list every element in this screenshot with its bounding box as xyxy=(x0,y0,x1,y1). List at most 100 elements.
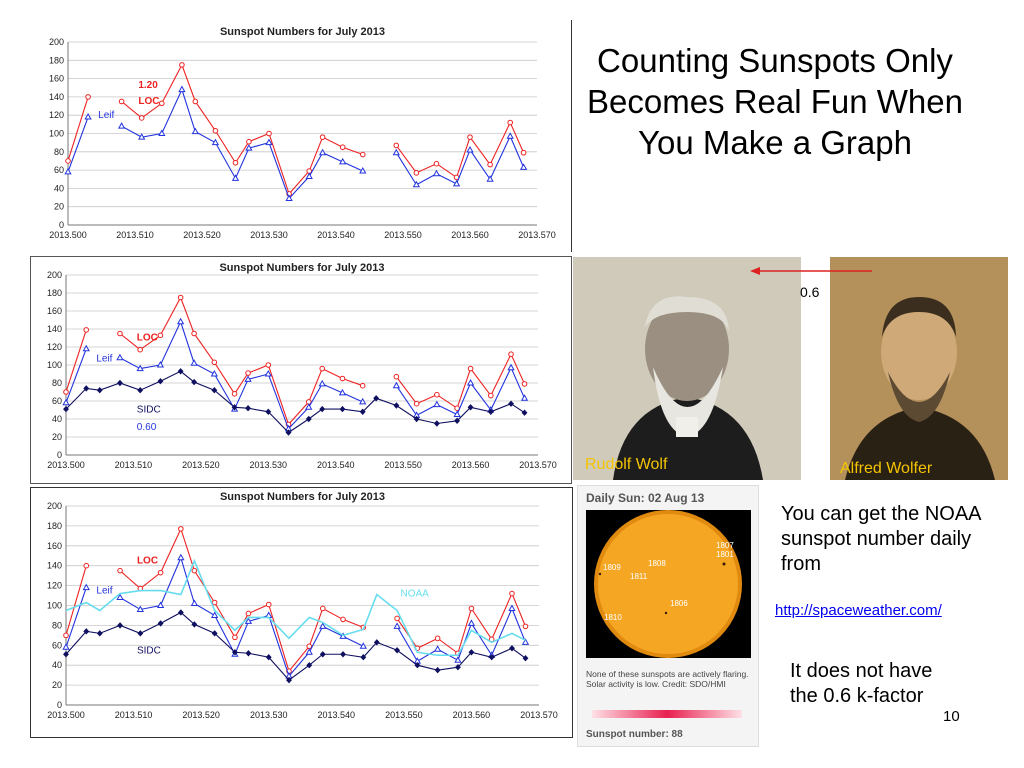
data-point-leif xyxy=(176,317,185,325)
chart-loc-leif-sidc-noaa: Sunspot Numbers for July 2013 0 20 40 60 80 10… xyxy=(30,487,573,738)
data-point-leif xyxy=(178,85,186,93)
series-line-loc xyxy=(67,96,89,162)
data-point-loc xyxy=(211,359,218,366)
data-point-sidc xyxy=(339,405,346,413)
x-tick-label: 2013.570 xyxy=(519,460,557,470)
data-point-sidc xyxy=(211,630,218,637)
x-tick-label: 2013.530 xyxy=(250,230,288,240)
y-tick-label: 120 xyxy=(47,342,62,352)
y-tick-label: 40 xyxy=(52,414,62,424)
y-tick-label: 80 xyxy=(52,378,62,388)
data-point-leif xyxy=(359,166,367,174)
data-point-loc xyxy=(65,158,71,164)
data-point-leif xyxy=(507,363,515,371)
data-point-sidc xyxy=(305,415,312,423)
series-label-leif: Leif xyxy=(96,586,112,597)
data-point-leif xyxy=(64,167,72,175)
series-line-leif xyxy=(395,366,526,417)
data-point-sidc xyxy=(433,420,440,427)
data-point-sidc xyxy=(157,620,164,627)
x-tick-label: 2013.500 xyxy=(47,710,85,720)
data-point-sidc xyxy=(319,651,326,658)
caption-wolf: Rudolf Wolf xyxy=(585,456,668,473)
data-point-leif xyxy=(62,643,70,650)
data-point-leif xyxy=(244,375,252,382)
data-point-loc xyxy=(487,161,493,168)
data-point-loc xyxy=(468,605,475,612)
data-point-loc xyxy=(118,98,125,105)
factor-label: 0.6 xyxy=(800,284,820,300)
y-tick-label: 60 xyxy=(52,396,62,406)
chart-annotation: 1.20 xyxy=(138,80,158,91)
data-point-sidc xyxy=(319,405,326,413)
data-point-leif xyxy=(245,144,253,151)
chart-loc-leif: Sunspot Numbers for July 2013 0 20 40 60 80 10… xyxy=(30,20,572,252)
data-point-sidc xyxy=(286,676,292,684)
portrait-rudolf-wolf: Rudolf Wolf xyxy=(573,257,801,480)
page-number: 10 xyxy=(943,708,960,725)
data-point-loc xyxy=(266,130,272,137)
data-point-sidc xyxy=(191,378,198,386)
data-point-loc xyxy=(83,562,90,569)
data-point-leif xyxy=(177,553,185,561)
data-point-leif xyxy=(264,369,272,377)
x-tick-label: 2013.500 xyxy=(47,460,85,470)
data-point-sidc xyxy=(340,651,346,658)
data-point-loc xyxy=(508,351,514,357)
data-point-leif xyxy=(520,394,529,401)
data-point-sidc xyxy=(487,408,494,415)
data-point-sidc xyxy=(522,655,529,662)
x-tick-label: 2013.570 xyxy=(518,230,556,240)
data-point-leif xyxy=(156,601,165,608)
y-tick-label: 0 xyxy=(57,450,62,460)
y-tick-label: 180 xyxy=(47,521,62,531)
y-tick-label: 60 xyxy=(52,640,62,650)
series-line-loc xyxy=(396,592,526,655)
data-point-leif xyxy=(138,133,146,140)
y-tick-label: 140 xyxy=(47,561,62,571)
data-point-leif xyxy=(339,157,347,165)
data-point-loc xyxy=(179,62,185,68)
data-point-leif xyxy=(433,645,442,652)
data-point-loc xyxy=(393,373,400,380)
data-point-sidc xyxy=(468,649,475,656)
data-point-sidc xyxy=(231,649,238,656)
daily-sun-panel: Daily Sun: 02 Aug 13 1807 1801 1809 1808… xyxy=(577,485,759,747)
region-label: 1808 xyxy=(648,559,666,568)
data-point-sidc xyxy=(394,647,401,654)
series-line-noaa xyxy=(65,558,526,657)
spaceweather-link[interactable]: http://spaceweather.com/ xyxy=(775,602,942,619)
data-point-leif xyxy=(136,364,144,372)
data-point-leif xyxy=(116,353,124,361)
x-tick-label: 2013.500 xyxy=(49,230,87,240)
x-tick-label: 2013.540 xyxy=(318,710,356,720)
chart-svg: Sunspot Numbers for July 2013 0 20 40 60 80 10… xyxy=(47,491,558,720)
data-point-leif xyxy=(136,605,144,612)
chart-title: Sunspot Numbers for July 2013 xyxy=(219,262,384,274)
region-label: 1809 xyxy=(603,563,621,572)
data-point-loc xyxy=(85,94,91,100)
data-point-loc xyxy=(509,590,515,597)
data-point-leif xyxy=(191,127,199,135)
series-line-leif xyxy=(67,116,89,173)
slide-title: Counting Sunspots Only Becomes Real Fun … xyxy=(586,42,963,161)
data-point-sidc xyxy=(413,415,420,423)
arrow-icon xyxy=(750,267,872,275)
noaa-text: You can get the NOAA sunspot number dail… xyxy=(781,503,981,575)
data-point-sidc xyxy=(83,385,90,392)
data-point-sidc xyxy=(373,639,380,646)
data-point-leif xyxy=(392,381,401,389)
y-tick-label: 80 xyxy=(52,620,62,630)
data-point-loc xyxy=(117,567,123,574)
x-tick-label: 2013.510 xyxy=(116,230,154,240)
k-factor-text: It does not have the 0.6 k-factor xyxy=(790,660,933,707)
y-tick-label: 0 xyxy=(59,220,64,230)
x-tick-label: 2013.510 xyxy=(115,710,153,720)
series-line-leif xyxy=(121,88,364,200)
data-point-sidc xyxy=(83,628,90,635)
series-label-loc: LOC xyxy=(137,333,158,344)
y-tick-label: 160 xyxy=(47,306,62,316)
series-line-sidc xyxy=(65,370,525,434)
chart-title: Sunspot Numbers for July 2013 xyxy=(220,26,385,38)
data-point-loc xyxy=(507,119,514,126)
